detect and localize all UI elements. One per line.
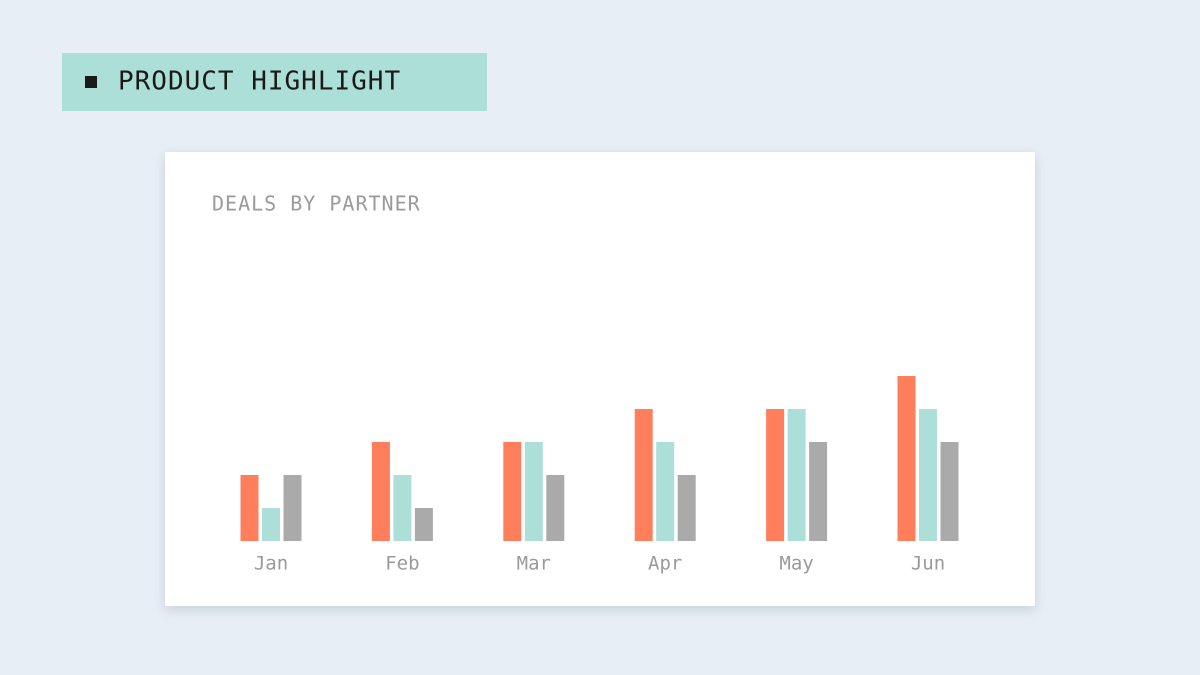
tag-icon [85, 76, 97, 88]
bar [656, 442, 675, 541]
bar [371, 442, 390, 541]
bar [809, 442, 828, 541]
tag-box [62, 53, 487, 111]
bar [546, 475, 565, 541]
bar [677, 475, 696, 541]
bar [414, 508, 433, 541]
bar [634, 409, 653, 541]
bar [940, 442, 959, 541]
x-tick-label: Jan [254, 553, 288, 575]
bar [503, 442, 522, 541]
bar [240, 475, 259, 541]
x-tick-label: Apr [648, 553, 682, 575]
bar [766, 409, 785, 541]
plot: Jan Feb Mar Apr May Jun [240, 376, 959, 575]
tag-label: PRODUCT HIGHLIGHT [118, 67, 401, 97]
bar [524, 442, 543, 541]
card [165, 152, 1035, 606]
chart-title: DEALS BY PARTNER [212, 192, 421, 216]
bar [393, 475, 412, 541]
x-tick-label: Mar [517, 553, 551, 575]
x-tick-label: Jun [911, 553, 945, 575]
x-tick-label: May [779, 553, 813, 575]
bar [919, 409, 937, 541]
bar [262, 508, 280, 541]
bar [787, 409, 806, 541]
bar [283, 475, 302, 541]
x-tick-label: Feb [385, 553, 419, 575]
bar [897, 376, 916, 541]
